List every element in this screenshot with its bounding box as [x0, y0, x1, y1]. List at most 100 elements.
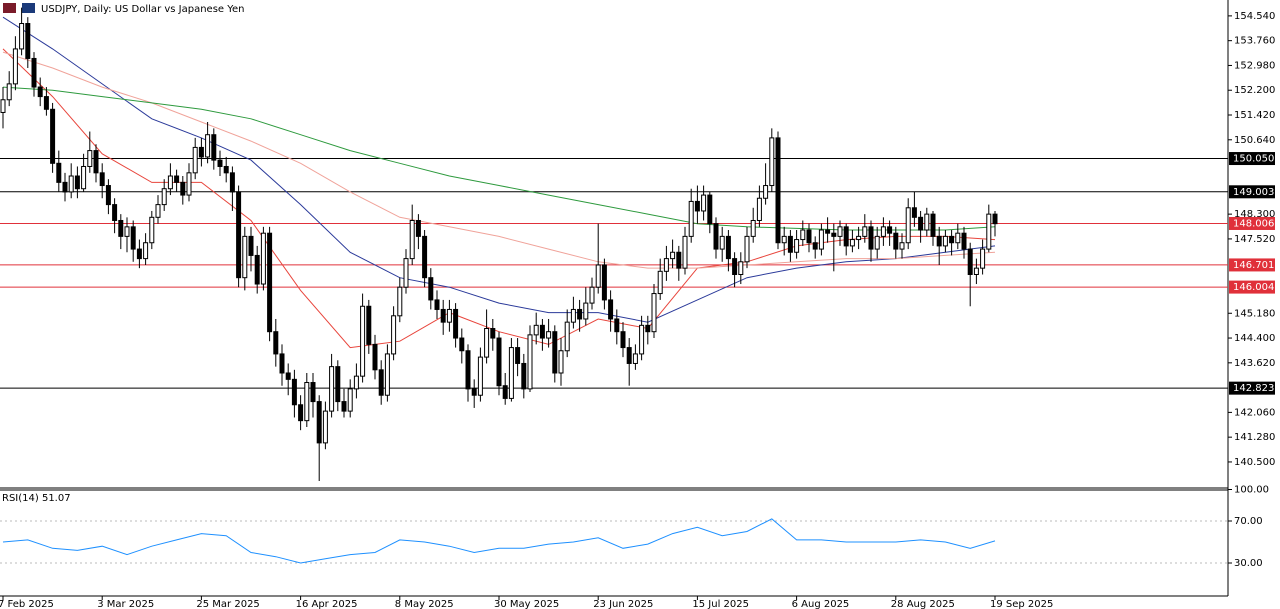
y-tick-label: 150.640 — [1234, 135, 1275, 146]
candle-body — [781, 235, 787, 244]
candle-body — [180, 181, 186, 196]
candle-body — [694, 200, 700, 212]
candle-body — [236, 191, 242, 279]
candle-body — [732, 258, 738, 276]
candle-body — [725, 235, 731, 260]
rsi-line — [2, 518, 996, 564]
candle-body — [806, 229, 812, 244]
candle-body — [360, 305, 366, 377]
y-tick-label: 142.060 — [1234, 407, 1275, 418]
candle-body — [298, 404, 304, 422]
level-label-bg — [1229, 381, 1275, 395]
candle-body — [787, 235, 793, 253]
y-tick-label: 154.540 — [1234, 11, 1275, 22]
x-tick-label: 28 Aug 2025 — [891, 599, 955, 609]
candle-body — [750, 219, 756, 237]
candle-body — [533, 324, 539, 336]
candle-body — [43, 96, 49, 110]
candle-body — [837, 226, 843, 237]
candle-body — [930, 213, 936, 237]
candle-body — [434, 299, 440, 310]
candle-body — [595, 264, 601, 288]
candle-body — [515, 347, 521, 364]
candle-body — [893, 232, 899, 250]
candle-body — [682, 235, 688, 269]
candle-body — [949, 235, 955, 244]
candle-body — [242, 235, 248, 279]
candle-body — [378, 369, 384, 396]
candle-body — [496, 337, 502, 387]
candle-body — [304, 382, 310, 422]
candle-body — [558, 350, 564, 374]
candle-body — [564, 321, 570, 352]
rsi-title: RSI(14) 51.07 — [2, 493, 71, 504]
x-tick-label: 15 Jul 2025 — [692, 599, 749, 609]
candle-body — [657, 270, 663, 295]
candle-body — [744, 235, 750, 263]
candle-body — [409, 219, 415, 260]
candle-body — [701, 194, 707, 212]
candle-body — [74, 175, 80, 190]
candle-body — [980, 248, 986, 269]
candle-body — [688, 200, 694, 237]
x-tick-label: 8 May 2025 — [395, 599, 454, 609]
y-tick-label: 143.620 — [1234, 358, 1275, 369]
candle-body — [986, 213, 992, 250]
candle-body — [186, 172, 192, 196]
candle-body — [601, 264, 607, 301]
x-tick-label: 7 Feb 2025 — [0, 599, 54, 609]
candle-body — [130, 226, 136, 250]
candle-body — [0, 99, 6, 113]
candle-body — [887, 226, 893, 234]
candle-body — [614, 318, 620, 333]
candle-body — [254, 254, 260, 285]
candle-body — [967, 248, 973, 275]
candle-body — [149, 216, 155, 244]
x-tick-label: 3 Mar 2025 — [97, 599, 154, 609]
candle-body — [372, 343, 378, 371]
level-label: 149.003 — [1233, 187, 1274, 198]
candle-body — [477, 356, 483, 396]
candle-body — [229, 172, 235, 193]
candle-body — [490, 328, 496, 339]
candle-body — [459, 337, 465, 352]
candle-body — [37, 86, 43, 98]
candle-body — [6, 83, 12, 101]
candle-body — [50, 108, 56, 164]
x-tick-label: 16 Apr 2025 — [296, 599, 358, 609]
candle-body — [205, 134, 211, 158]
candle-body — [310, 382, 316, 403]
y-tick-label: 147.520 — [1234, 234, 1275, 245]
candle-body — [632, 353, 638, 364]
candle-body — [440, 308, 446, 323]
candle-body — [341, 401, 347, 412]
candle-body — [316, 401, 322, 444]
candle-body — [105, 185, 111, 206]
candle-body — [645, 324, 651, 333]
rsi-tick-label: 100.00 — [1234, 485, 1269, 496]
candle-body — [756, 197, 762, 221]
candle-body — [874, 235, 880, 250]
candle-body — [335, 366, 341, 403]
moving-average — [2, 86, 996, 231]
candle-body — [899, 242, 905, 250]
candle-body — [391, 315, 397, 355]
symbol-icon — [22, 3, 35, 13]
candle-body — [291, 378, 297, 406]
x-tick-label: 30 May 2025 — [494, 599, 559, 609]
candle-body — [583, 302, 589, 320]
candle-body — [924, 213, 930, 231]
candle-body — [329, 366, 335, 412]
candle-body — [124, 226, 130, 237]
candle-body — [775, 137, 781, 244]
level-label: 148.006 — [1233, 218, 1274, 229]
y-tick-label: 145.180 — [1234, 308, 1275, 319]
candle-body — [676, 251, 682, 269]
candle-body — [670, 251, 676, 260]
level-label: 146.701 — [1233, 260, 1274, 271]
candle-body — [223, 165, 229, 174]
candle-body — [812, 242, 818, 250]
moving-average — [2, 16, 996, 323]
candle-body — [397, 286, 403, 317]
